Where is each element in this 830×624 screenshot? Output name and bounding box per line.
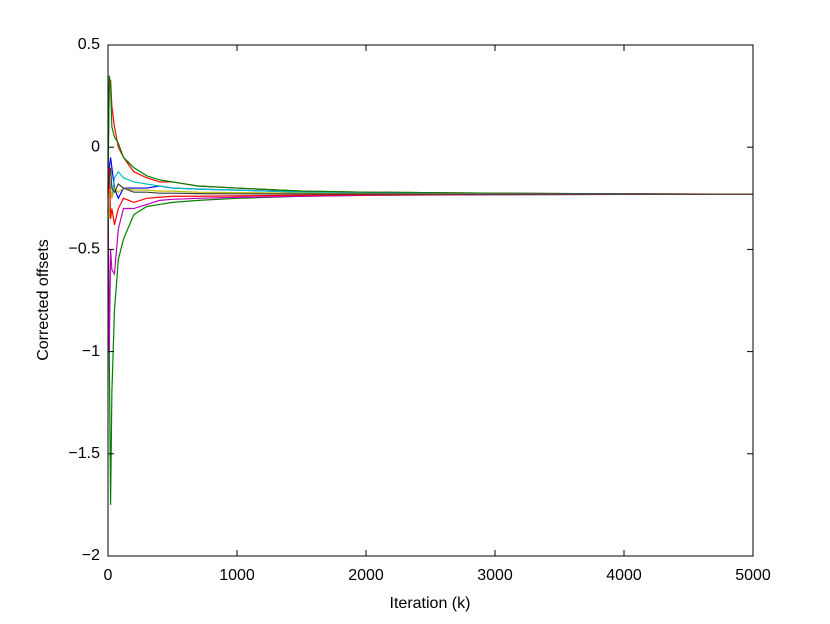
data-line: [107, 79, 754, 195]
y-tick-label: −1: [82, 343, 100, 360]
x-tick-label: 3000: [477, 567, 513, 584]
y-tick-label: 0: [91, 138, 100, 155]
y-tick-label: −2: [82, 547, 100, 564]
data-line: [107, 167, 753, 195]
x-tick-label: 5000: [735, 567, 771, 584]
y-tick-label: −0.5: [68, 241, 100, 258]
x-tick-label: 1000: [219, 567, 255, 584]
data-line: [107, 193, 754, 352]
data-line: [107, 188, 754, 505]
x-tick-label: 0: [104, 567, 113, 584]
data-line: [107, 167, 753, 226]
y-axis-label: Corrected offsets: [35, 239, 52, 361]
x-axis-label: Iteration (k): [390, 595, 471, 612]
y-tick-label: −1.5: [68, 445, 100, 462]
plot-frame: [107, 44, 754, 557]
data-line: [107, 75, 754, 195]
x-tick-label: 4000: [606, 567, 642, 584]
y-tick-label: 0.5: [78, 36, 100, 53]
x-tick-label: 2000: [348, 567, 384, 584]
